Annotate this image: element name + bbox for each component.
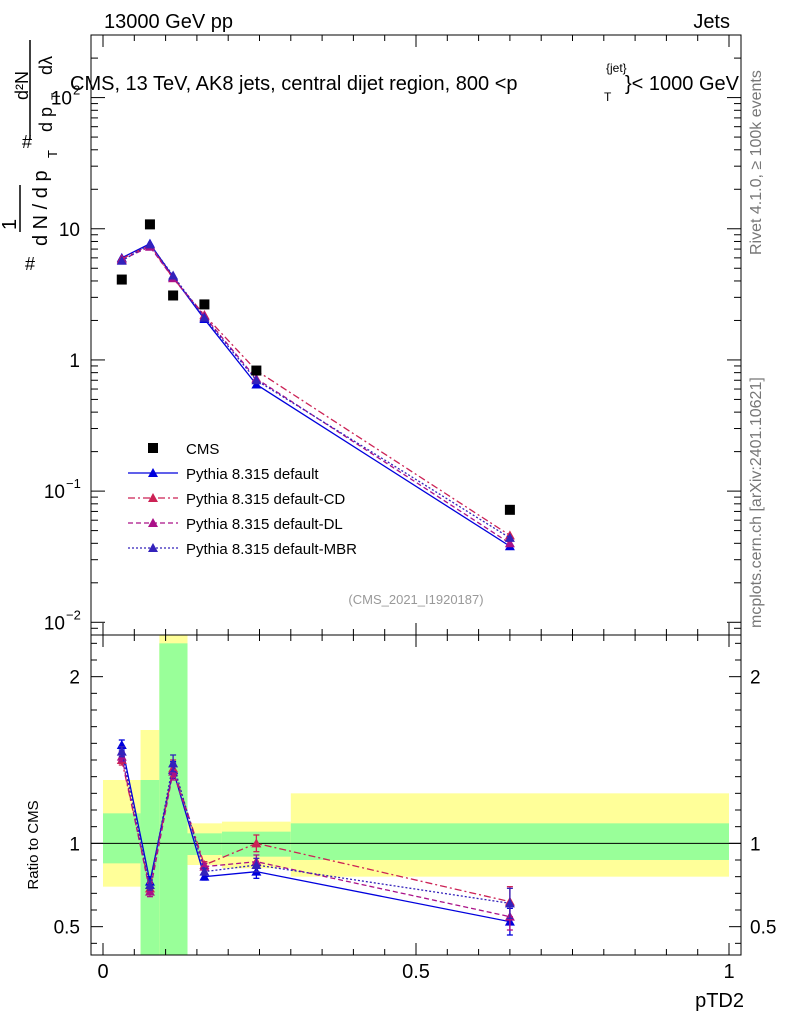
series-point-3: [504, 532, 515, 542]
ratio-line-2: [121, 756, 511, 918]
chart-title-end: }< 1000 GeV: [625, 73, 740, 95]
ratio-axis-label: Ratio to CMS: [25, 800, 42, 889]
ratio-point-2: [144, 886, 155, 896]
series-line-2: [121, 245, 511, 544]
cms-data-point: [116, 274, 127, 285]
legend-marker-3: [148, 543, 158, 552]
ratio-tick-label-left: 1: [69, 834, 80, 855]
ratio-line-0: [121, 744, 511, 923]
legend-marker-cms: [148, 443, 158, 453]
cms-data-point: [251, 365, 262, 376]
x-tick-label: 0.5: [402, 961, 430, 983]
y-tick-label: 1: [69, 351, 80, 372]
ratio-tick-label-left: 0.5: [54, 918, 80, 939]
ratio-point-3: [116, 746, 127, 756]
ratio-bands: [91, 635, 741, 955]
ratio-layer: [116, 739, 515, 936]
energy-label: 13000 GeV pp: [104, 11, 233, 33]
y-label-hash: #: [25, 254, 35, 274]
y-tick-label-exponent: −1: [66, 476, 81, 491]
ratio-point-1: [251, 838, 262, 848]
y-tick-label: 10: [44, 482, 65, 503]
site-label: mcplots.cern.ch [arXiv:2401.10621]: [748, 377, 765, 628]
legend-label-cms: CMS: [186, 441, 219, 458]
legend-marker-0: [148, 468, 158, 477]
ratio-line-3: [121, 751, 510, 904]
y-label-one: 1: [0, 219, 21, 230]
ratio-point-3: [168, 758, 179, 768]
legend-label-3: Pythia 8.315 default-MBR: [186, 541, 357, 558]
legend-label-2: Pythia 8.315 default-DL: [186, 516, 343, 533]
y-axis-label: # 1 d N / d p T # d²N d p T dλ: [0, 40, 63, 274]
ratio-band-inner: [103, 813, 141, 864]
main-layer: [116, 219, 515, 551]
series-point-3: [199, 312, 210, 322]
cms-data-point: [144, 219, 155, 230]
y-label-lambda: dλ: [36, 56, 56, 75]
y-label-numerator: d²N: [12, 71, 32, 100]
y-label-denominator: d N / d p: [30, 170, 52, 246]
legend-label-0: Pythia 8.315 default: [186, 466, 319, 483]
y-tick-label: 10: [51, 89, 72, 110]
legend-marker-2: [148, 518, 158, 527]
chart-title: CMS, 13 TeV, AK8 jets, central dijet reg…: [70, 61, 740, 104]
ratio-tick-label-left: 2: [69, 668, 80, 689]
chart-title-sub: T: [604, 90, 612, 104]
ratio-tick-label-right: 0.5: [750, 918, 776, 939]
y-tick-label-exponent: −2: [66, 607, 81, 622]
legend-label-1: Pythia 8.315 default-CD: [186, 491, 345, 508]
x-tick-label: 1: [723, 961, 734, 983]
series-point-2: [504, 538, 515, 548]
ratio-point-0: [199, 871, 210, 881]
chart-title-sup: {jet}: [606, 61, 627, 75]
legend: CMS Pythia 8.315 default Pythia 8.315 defa…: [128, 441, 357, 558]
ratio-band-inner: [140, 780, 160, 955]
y-label-denominator-sub: T: [45, 150, 60, 158]
ratio-tick-label-right: 1: [750, 834, 761, 855]
cms-data-point: [199, 299, 210, 310]
y-tick-label: 10: [44, 613, 65, 634]
analysis-label: (CMS_2021_I1920187): [348, 592, 483, 607]
x-tick-label: 0: [97, 961, 108, 983]
series-point-3: [251, 375, 262, 385]
series-point-3: [168, 270, 179, 280]
y-tick-label: 10: [59, 220, 80, 241]
y-tick-label-exponent: 2: [73, 83, 80, 98]
legend-marker-1: [148, 493, 158, 502]
rivet-label: Rivet 4.1.0, ≥ 100k events: [748, 70, 765, 255]
series-point-3: [144, 239, 155, 249]
cms-data-point: [168, 290, 179, 301]
series-point-3: [116, 255, 127, 265]
x-axis-label: pTD2: [695, 990, 744, 1012]
y-label-numerator-sub: T: [49, 92, 63, 100]
category-label: Jets: [693, 11, 730, 33]
y-label-hash-2: #: [22, 132, 32, 152]
series-line-3: [121, 243, 511, 539]
y-label-numerator-2: d p: [36, 107, 56, 132]
cms-data-point: [504, 504, 515, 515]
ratio-band-inner: [290, 823, 729, 860]
ratio-point-3: [144, 880, 155, 889]
ratio-point-3: [251, 860, 262, 869]
ratio-tick-label-right: 2: [750, 668, 761, 689]
chart-title-main: CMS, 13 TeV, AK8 jets, central dijet reg…: [70, 73, 518, 95]
ratio-point-3: [199, 866, 210, 876]
series-line-0: [121, 242, 511, 547]
ratio-point-3: [504, 898, 515, 908]
